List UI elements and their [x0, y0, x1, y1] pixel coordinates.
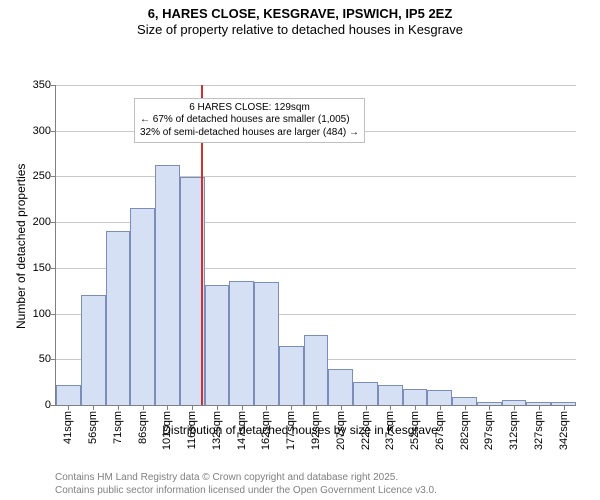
histogram-bar: [81, 295, 106, 405]
x-tick-mark: [489, 405, 490, 410]
x-tick-mark: [242, 405, 243, 410]
histogram-bar: [328, 369, 353, 405]
x-tick-mark: [316, 405, 317, 410]
plot-area: 05010015020025030035041sqm56sqm71sqm86sq…: [55, 85, 576, 406]
x-tick-mark: [68, 405, 69, 410]
footer-line2: Contains public sector information licen…: [55, 485, 437, 498]
y-tick-label: 350: [21, 79, 56, 91]
y-tick-label: 0: [21, 399, 56, 411]
annotation-line2: ← 67% of detached houses are smaller (1,…: [140, 114, 359, 127]
histogram-bar: [205, 285, 230, 405]
histogram-bar: [403, 389, 428, 405]
y-tick-label: 100: [21, 308, 56, 320]
x-tick-mark: [167, 405, 168, 410]
histogram-bar: [353, 382, 378, 405]
gridline-h: [56, 176, 576, 177]
histogram-bar: [378, 385, 403, 405]
y-tick-label: 250: [21, 170, 56, 182]
histogram-bar: [229, 281, 254, 405]
y-tick-label: 300: [21, 125, 56, 137]
annotation-line1: 6 HARES CLOSE: 129sqm: [140, 102, 359, 115]
annotation-box: 6 HARES CLOSE: 129sqm← 67% of detached h…: [134, 98, 365, 144]
y-tick-label: 50: [21, 353, 56, 365]
annotation-line3: 32% of semi-detached houses are larger (…: [140, 127, 359, 140]
histogram-bar: [452, 397, 477, 405]
y-tick-label: 200: [21, 216, 56, 228]
footer-line1: Contains HM Land Registry data © Crown c…: [55, 472, 437, 485]
x-tick-mark: [143, 405, 144, 410]
x-tick-mark: [118, 405, 119, 410]
x-tick-mark: [291, 405, 292, 410]
histogram-bar: [304, 335, 329, 405]
x-tick-mark: [366, 405, 367, 410]
chart-footer: Contains HM Land Registry data © Crown c…: [55, 472, 437, 497]
x-tick-mark: [93, 405, 94, 410]
x-tick-mark: [539, 405, 540, 410]
y-axis-label: Number of detached properties: [14, 164, 28, 329]
x-tick-mark: [192, 405, 193, 410]
x-tick-mark: [266, 405, 267, 410]
histogram-bar: [254, 282, 279, 405]
x-tick-mark: [440, 405, 441, 410]
x-tick-mark: [465, 405, 466, 410]
histogram-bar: [130, 208, 155, 405]
x-axis-label: Distribution of detached houses by size …: [0, 423, 600, 437]
gridline-h: [56, 85, 576, 86]
histogram-bar: [279, 346, 304, 405]
x-tick-mark: [390, 405, 391, 410]
x-tick-mark: [415, 405, 416, 410]
x-tick-mark: [514, 405, 515, 410]
x-tick-mark: [217, 405, 218, 410]
chart-title-address: 6, HARES CLOSE, KESGRAVE, IPSWICH, IP5 2…: [0, 0, 600, 21]
histogram-bar: [427, 390, 452, 405]
y-tick-label: 150: [21, 262, 56, 274]
histogram-bar: [106, 231, 131, 405]
x-tick-mark: [564, 405, 565, 410]
histogram-bar: [56, 385, 81, 405]
x-tick-mark: [341, 405, 342, 410]
chart-title-subtitle: Size of property relative to detached ho…: [0, 21, 600, 39]
histogram-bar: [155, 165, 180, 405]
